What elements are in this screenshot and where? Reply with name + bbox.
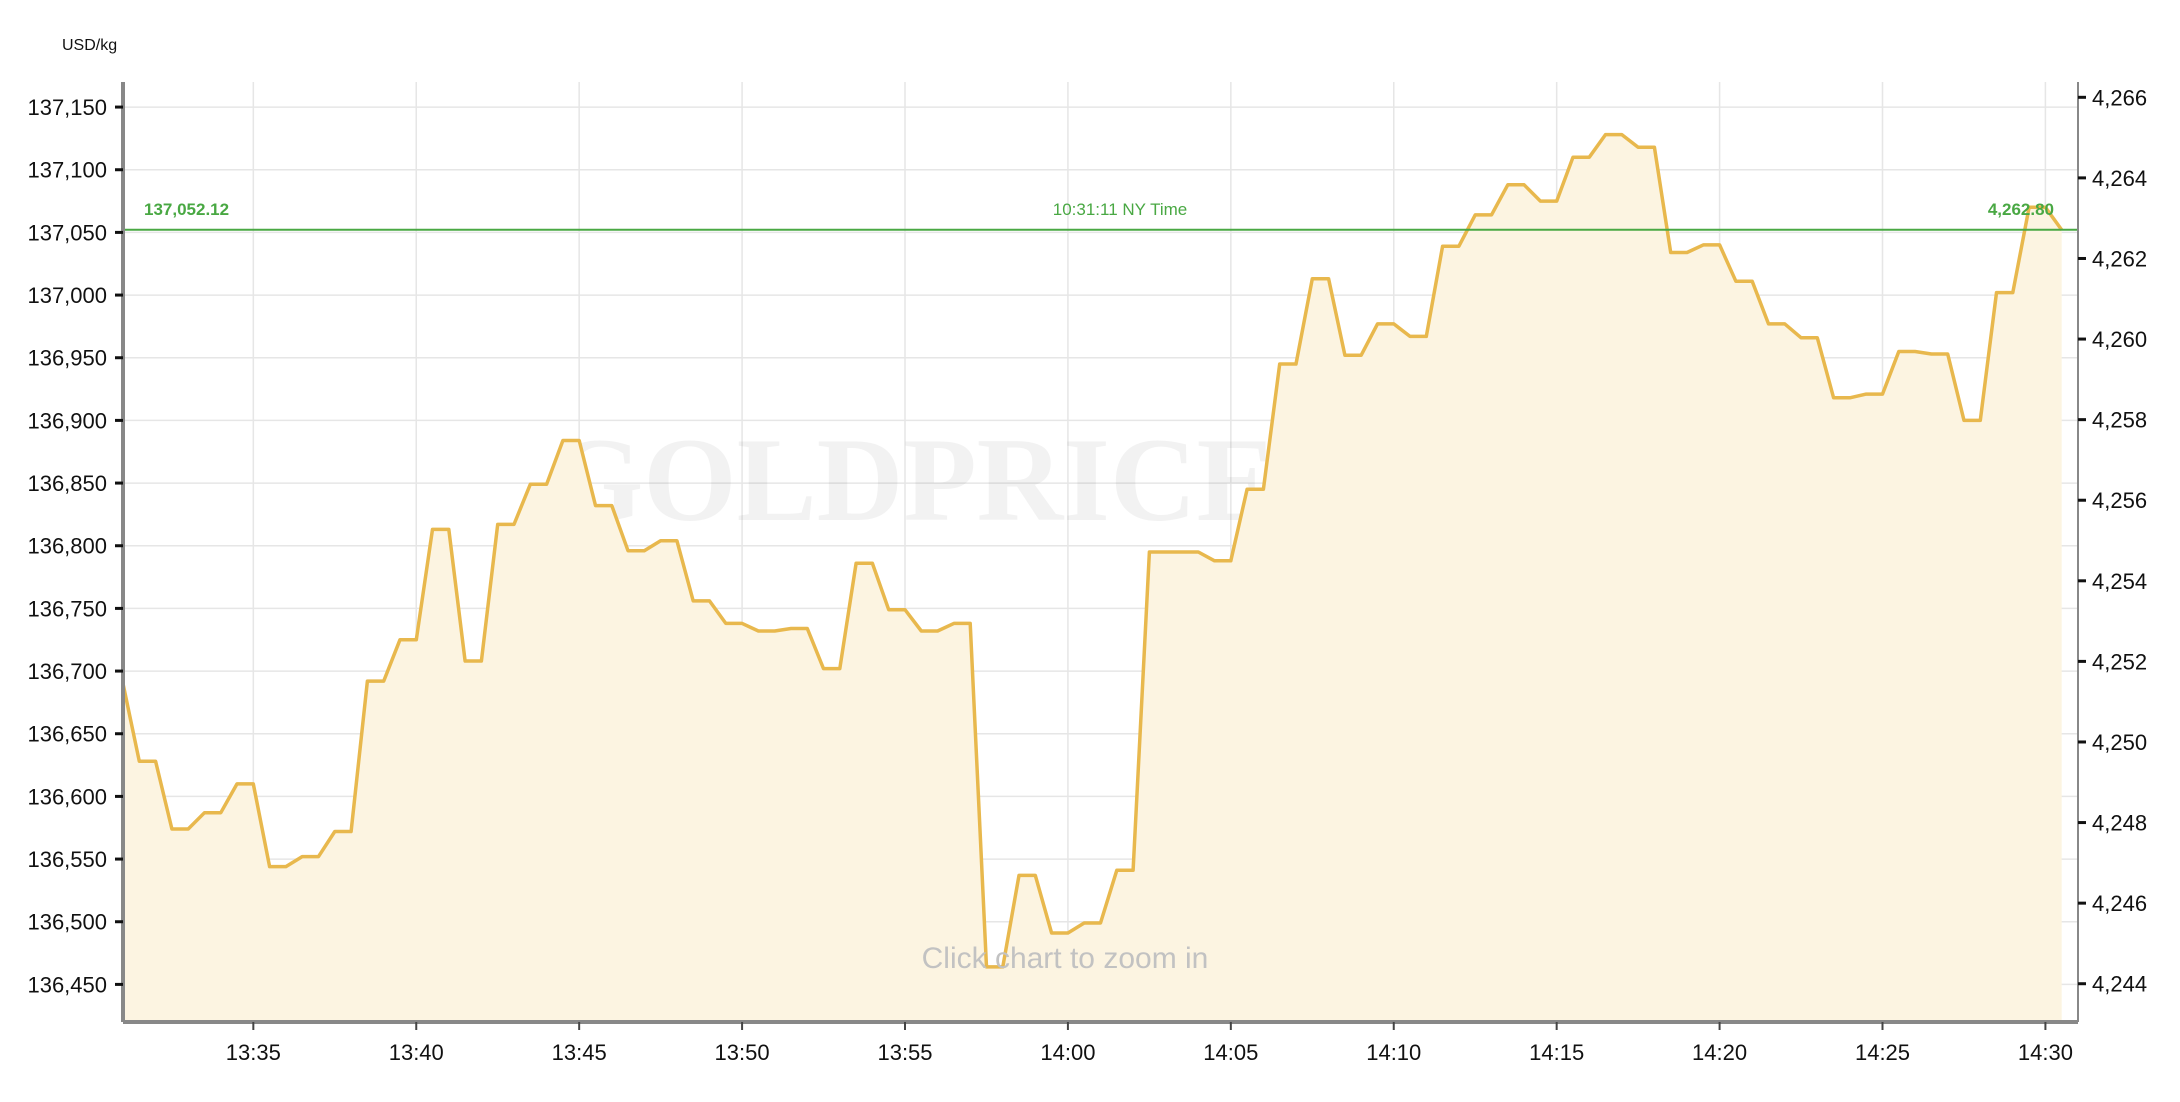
- y-left-tick-label-5: 136,900: [27, 408, 107, 433]
- y-axis-right: 4,266 4,264 4,262 4,260 4,258 4,256 4,254 4,252…: [2078, 85, 2147, 997]
- price-line: [121, 132, 2064, 969]
- y-left-tick-label-3: 137,000: [27, 283, 107, 308]
- y-right-tick-label-6: 4,254: [2092, 569, 2147, 594]
- y-right-tick-label-5: 4,256: [2092, 488, 2147, 513]
- y-right-tick-label-3: 4,260: [2092, 327, 2147, 352]
- y-right-tick-label-7: 4,252: [2092, 649, 2147, 674]
- y-left-tick-label-14: 136,450: [27, 972, 107, 997]
- x-tick-label-1: 13:40: [389, 1040, 444, 1065]
- axes: [121, 82, 2079, 1024]
- unit-label: USD/kg: [62, 37, 117, 54]
- reference-time-label: 10:31:11 NY Time: [1053, 200, 1188, 219]
- x-tick-label-8: 14:15: [1529, 1040, 1584, 1065]
- x-tick-label-7: 14:10: [1366, 1040, 1421, 1065]
- x-tick-label-11: 14:30: [2018, 1040, 2073, 1065]
- x-tick-label-3: 13:50: [715, 1040, 770, 1065]
- y-left-tick-label-11: 136,600: [27, 784, 107, 809]
- x-tick-label-2: 13:45: [552, 1040, 607, 1065]
- x-tick-label-5: 14:00: [1040, 1040, 1095, 1065]
- y-left-tick-label-8: 136,750: [27, 596, 107, 621]
- y-right-tick-label-9: 4,248: [2092, 811, 2147, 836]
- price-area-fill: [123, 134, 2062, 1023]
- y-left-tick-label-0: 137,150: [27, 95, 107, 120]
- y-left-tick-label-7: 136,800: [27, 534, 107, 559]
- y-left-tick-label-12: 136,550: [27, 847, 107, 872]
- y-left-tick-label-13: 136,500: [27, 910, 107, 935]
- x-tick-label-9: 14:20: [1692, 1040, 1747, 1065]
- y-axis-left: 137,150 137,100 137,050 137,000 136,950 136,9…: [27, 95, 123, 997]
- x-tick-label-4: 13:55: [877, 1040, 932, 1065]
- y-left-tick-label-1: 137,100: [27, 158, 107, 183]
- reference-left-label: 137,052.12: [144, 200, 229, 219]
- x-tick-label-0: 13:35: [226, 1040, 281, 1065]
- zoom-hint[interactable]: Click chart to zoom in: [922, 942, 1209, 975]
- x-axis: 13:35 13:40 13:45 13:50 13:55 14:00 14:05 14:10…: [226, 1022, 2073, 1065]
- y-right-tick-label-8: 4,250: [2092, 730, 2147, 755]
- y-left-tick-label-4: 136,950: [27, 346, 107, 371]
- y-right-tick-label-11: 4,244: [2092, 972, 2147, 997]
- y-left-tick-label-9: 136,700: [27, 659, 107, 684]
- x-tick-label-6: 14:05: [1203, 1040, 1258, 1065]
- y-right-tick-label-1: 4,264: [2092, 166, 2147, 191]
- reference-right-label: 4,262.80: [1988, 200, 2054, 219]
- y-right-tick-label-0: 4,266: [2092, 85, 2147, 110]
- y-right-tick-label-2: 4,262: [2092, 246, 2147, 271]
- y-left-tick-label-2: 137,050: [27, 220, 107, 245]
- y-left-tick-label-6: 136,850: [27, 471, 107, 496]
- y-right-tick-label-10: 4,246: [2092, 891, 2147, 916]
- x-tick-label-10: 14:25: [1855, 1040, 1910, 1065]
- y-right-tick-label-4: 4,258: [2092, 408, 2147, 433]
- y-left-tick-label-10: 136,650: [27, 722, 107, 747]
